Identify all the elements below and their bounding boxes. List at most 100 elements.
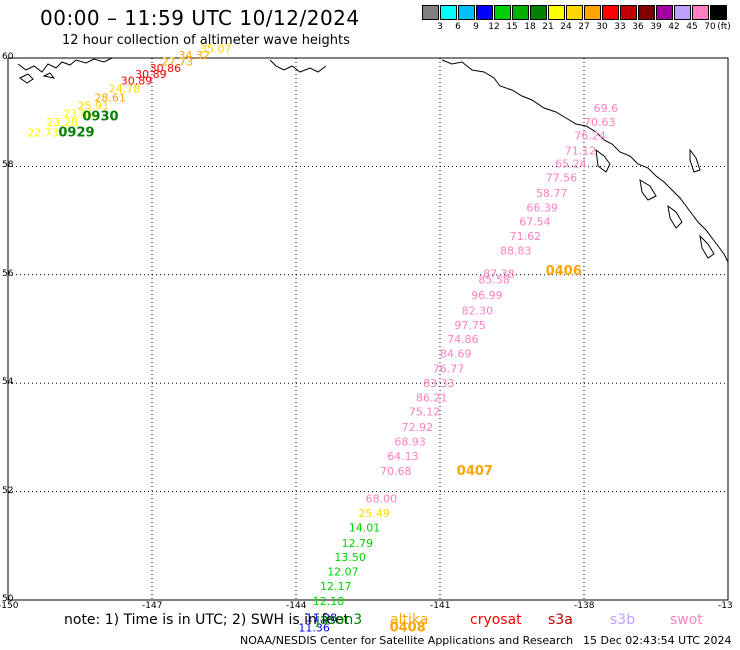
scale-label: 18 (524, 22, 536, 32)
scale-label: 9 (473, 22, 479, 32)
lon-tick-label: -13 (718, 601, 733, 611)
coastline-island-1 (595, 148, 611, 173)
coastline-island-4 (699, 234, 715, 259)
track-upper-left: 22.7323.2823.8125.9128.6124.7830.8930.89… (27, 43, 231, 141)
coastline-southeast (441, 59, 729, 263)
lat-tick-label: 52 (2, 485, 14, 496)
coastline-island-3 (667, 204, 683, 229)
scale-swatch (422, 5, 439, 20)
wave-height-value: 28.61 (94, 91, 126, 104)
wave-height-value: 75.12 (409, 406, 441, 419)
wave-height-value: 23.28 (46, 116, 78, 129)
wave-height-value: 14.01 (349, 522, 381, 535)
scale-swatch (638, 5, 655, 20)
scale-swatch (656, 5, 673, 20)
wave-height-value: 12.07 (327, 566, 359, 579)
scale-swatch (548, 5, 565, 20)
wave-height-value: 70.68 (380, 465, 412, 478)
legend-item-s3b: s3b (610, 612, 636, 628)
lat-tick-label: 50 (2, 594, 14, 604)
wave-height-value: 71.62 (510, 230, 541, 243)
wave-height-value: 35.07 (200, 43, 232, 56)
wave-height-value: 87.38 (483, 268, 515, 281)
scale-label: 36 (632, 22, 644, 32)
scale-label: 27 (578, 22, 590, 32)
scale-swatch (620, 5, 637, 20)
lat-tick-label: 58 (2, 160, 14, 171)
wave-height-value: 96.99 (471, 289, 503, 302)
wave-height-value: 68.00 (366, 492, 398, 505)
legend-item-cryosat: cryosat (470, 612, 522, 628)
map-subtitle: 12 hour collection of altimeter wave hei… (62, 33, 350, 48)
pass-time-label: 0407 (457, 464, 493, 479)
wave-height-value: 25.91 (78, 99, 110, 112)
scale-swatch (476, 5, 493, 20)
scale-swatch (692, 5, 709, 20)
scale-label: 6 (455, 22, 461, 32)
grid-lines (8, 58, 728, 600)
wave-height-value: 12.17 (320, 580, 352, 593)
wave-height-value: 85.58 (478, 273, 510, 286)
scale-swatch (602, 5, 619, 20)
coastline-north-west (17, 57, 113, 73)
lon-tick-label: -144 (286, 601, 307, 611)
pass-time-label: 0929 (58, 126, 94, 141)
legend-item-s3a: s3a (548, 612, 573, 628)
wave-height-value: 74.86 (447, 333, 479, 346)
scale-swatch (566, 5, 583, 20)
lat-tick-label: 56 (2, 268, 14, 279)
coastline-kodiak-edge (269, 59, 327, 73)
scale-label: 24 (560, 22, 572, 32)
wave-height-value: 64.13 (387, 450, 419, 463)
wave-height-value: 25.49 (358, 507, 390, 520)
map-title: 00:00 – 11:59 UTC 10/12/2024 (40, 6, 360, 30)
pass-time-label: 0406 (546, 264, 582, 279)
wave-height-value: 23.81 (63, 108, 94, 121)
scale-swatch (494, 5, 511, 20)
altimeter-tracks: 22.7323.2823.8125.9128.6124.7830.8930.89… (27, 43, 618, 636)
wave-height-value: 12.79 (342, 537, 374, 550)
lat-tick-label: 54 (2, 377, 14, 388)
wave-height-value: 71.12 (565, 144, 597, 157)
scale-swatch (530, 5, 547, 20)
lon-tick-label: -150 (0, 601, 19, 611)
wave-height-value: 12.18 (313, 595, 345, 608)
scale-swatch (584, 5, 601, 20)
wave-height-value: 88.83 (500, 245, 532, 258)
coastline-island-5 (689, 148, 701, 173)
wave-height-value: 86.21 (416, 392, 448, 405)
wave-height-value: 11.36 (298, 621, 330, 634)
scale-swatch (512, 5, 529, 20)
scale-label: 30 (596, 22, 608, 32)
wave-height-value: 82.30 (462, 304, 494, 317)
wave-height-value: 77.56 (546, 172, 578, 185)
wave-height-value: 11.28 (306, 612, 338, 625)
wave-height-value: 22.73 (27, 127, 59, 140)
wave-height-value: 13.50 (334, 551, 366, 564)
lon-tick-label: -147 (142, 601, 163, 611)
scale-label: 33 (614, 22, 626, 32)
wave-height-value: 76.77 (433, 362, 465, 375)
footer-timestamp: 15 Dec 02:43:54 UTC 2024 (583, 634, 732, 647)
scale-label: 3 (437, 22, 443, 32)
wave-height-value: 58.77 (536, 187, 568, 200)
scale-label: 42 (668, 22, 680, 32)
wave-height-value: 30.89 (135, 68, 167, 81)
scale-label: 70 (704, 22, 716, 32)
wave-height-value: 70.63 (584, 116, 616, 129)
scale-label: 21 (542, 22, 554, 32)
footer-note: note: 1) Time is in UTC; 2) SWH is in fe… (64, 612, 350, 628)
scale-swatch (458, 5, 475, 20)
scale-swatch (674, 5, 691, 20)
coastline-island-2 (639, 179, 657, 201)
lon-tick-label: -141 (430, 601, 451, 611)
wave-height-value: 97.75 (454, 319, 486, 332)
lat-tick-label: 60 (2, 52, 14, 62)
scale-unit: (ft) (717, 22, 731, 32)
legend-item-jason3: jason3 (316, 612, 363, 628)
scale-label: 15 (506, 22, 518, 32)
scale-label: 45 (686, 22, 698, 32)
track-gulf: 69.670.6376.2471.1265.2477.5658.7766.396… (298, 102, 618, 635)
